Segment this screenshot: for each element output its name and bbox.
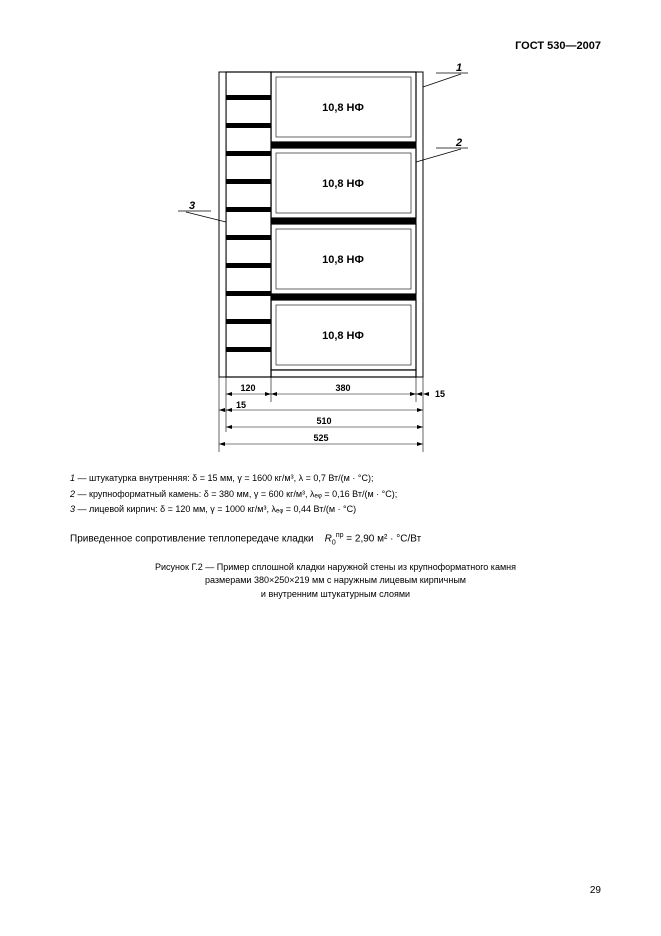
wall-diagram: 10,8 НФ 10,8 НФ 10,8 НФ 10,8 НФ 1 2 3 bbox=[156, 62, 516, 457]
svg-text:10,8 НФ: 10,8 НФ bbox=[322, 254, 364, 266]
svg-text:15: 15 bbox=[435, 389, 445, 399]
svg-text:525: 525 bbox=[313, 433, 328, 443]
svg-text:1: 1 bbox=[456, 62, 462, 74]
legend-line-2: 2 — крупноформатный камень: δ = 380 мм, … bbox=[70, 488, 601, 502]
svg-text:3: 3 bbox=[189, 200, 195, 212]
svg-text:10,8 НФ: 10,8 НФ bbox=[322, 178, 364, 190]
page: ГОСТ 530—2007 bbox=[0, 0, 661, 936]
svg-text:2: 2 bbox=[455, 137, 462, 149]
svg-text:120: 120 bbox=[240, 383, 255, 393]
resistance-line: Приведенное сопротивление теплопередаче … bbox=[70, 532, 601, 546]
page-number: 29 bbox=[590, 885, 601, 896]
legend: 1 — штукатурка внутренняя: δ = 15 мм, γ … bbox=[70, 472, 601, 517]
svg-text:15: 15 bbox=[236, 400, 246, 410]
svg-text:380: 380 bbox=[335, 383, 350, 393]
legend-line-1: 1 — штукатурка внутренняя: δ = 15 мм, γ … bbox=[70, 472, 601, 486]
svg-text:10,8 НФ: 10,8 НФ bbox=[322, 102, 364, 114]
figure-caption: Рисунок Г.2 — Пример сплошной кладки нар… bbox=[70, 561, 601, 602]
document-header: ГОСТ 530—2007 bbox=[70, 40, 601, 52]
svg-text:10,8 НФ: 10,8 НФ bbox=[322, 330, 364, 342]
svg-text:510: 510 bbox=[316, 416, 331, 426]
legend-line-3: 3 — лицевой кирпич: δ = 120 мм, γ = 1000… bbox=[70, 503, 601, 517]
